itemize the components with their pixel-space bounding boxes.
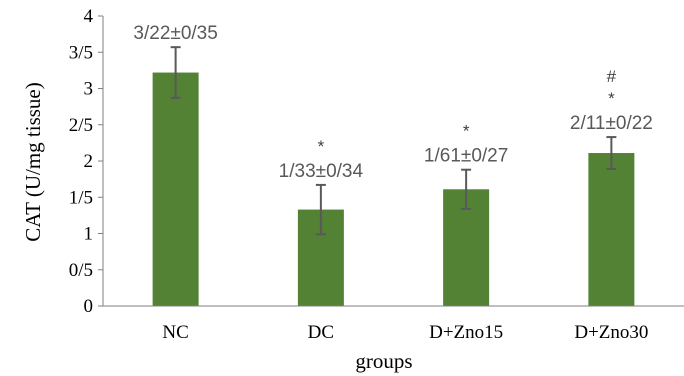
y-axis-ticks: 0 0/5 1 1/5 2 2/5 3 3/5 4 <box>69 6 103 317</box>
bar <box>588 153 635 306</box>
asterisk-significance-mark: * <box>608 89 615 108</box>
y-tick-label: 3/5 <box>69 42 93 63</box>
x-category-label: D+Zno30 <box>574 322 648 343</box>
x-axis-categories: NC DC D+Zno15 D+Zno30 <box>162 322 648 343</box>
significance-marks-group: * * * # <box>318 67 617 156</box>
data-label: 1/33±0/34 <box>279 161 364 182</box>
y-tick-label: 0 <box>84 296 94 317</box>
error-bars-group <box>170 46 617 236</box>
data-label: 2/11±0/22 <box>570 113 653 134</box>
y-tick-label: 2/5 <box>69 115 93 136</box>
data-label: 1/61±0/27 <box>424 146 508 167</box>
hash-significance-mark: # <box>607 67 617 86</box>
asterisk-significance-mark: * <box>463 122 470 141</box>
x-category-label: NC <box>162 322 188 343</box>
x-category-label: D+Zno15 <box>429 322 503 343</box>
x-axis-title: groups <box>355 349 412 373</box>
data-label: 3/22±0/35 <box>133 23 217 44</box>
y-tick-label: 4 <box>84 6 94 27</box>
y-tick-label: 2 <box>84 151 94 172</box>
data-labels-group: 3/22±0/35 1/33±0/34 1/61±0/27 2/11±0/22 <box>133 23 652 182</box>
y-tick-label: 0/5 <box>69 260 93 281</box>
y-axis-title: CAT (U/mg tissue) <box>21 82 45 241</box>
x-category-label: DC <box>308 322 334 343</box>
y-tick-label: 3 <box>84 79 94 100</box>
bars-group <box>152 72 635 306</box>
y-tick-label: 1/5 <box>69 187 93 208</box>
y-tick-label: 1 <box>84 224 94 245</box>
asterisk-significance-mark: * <box>318 137 325 156</box>
bar <box>152 72 199 306</box>
